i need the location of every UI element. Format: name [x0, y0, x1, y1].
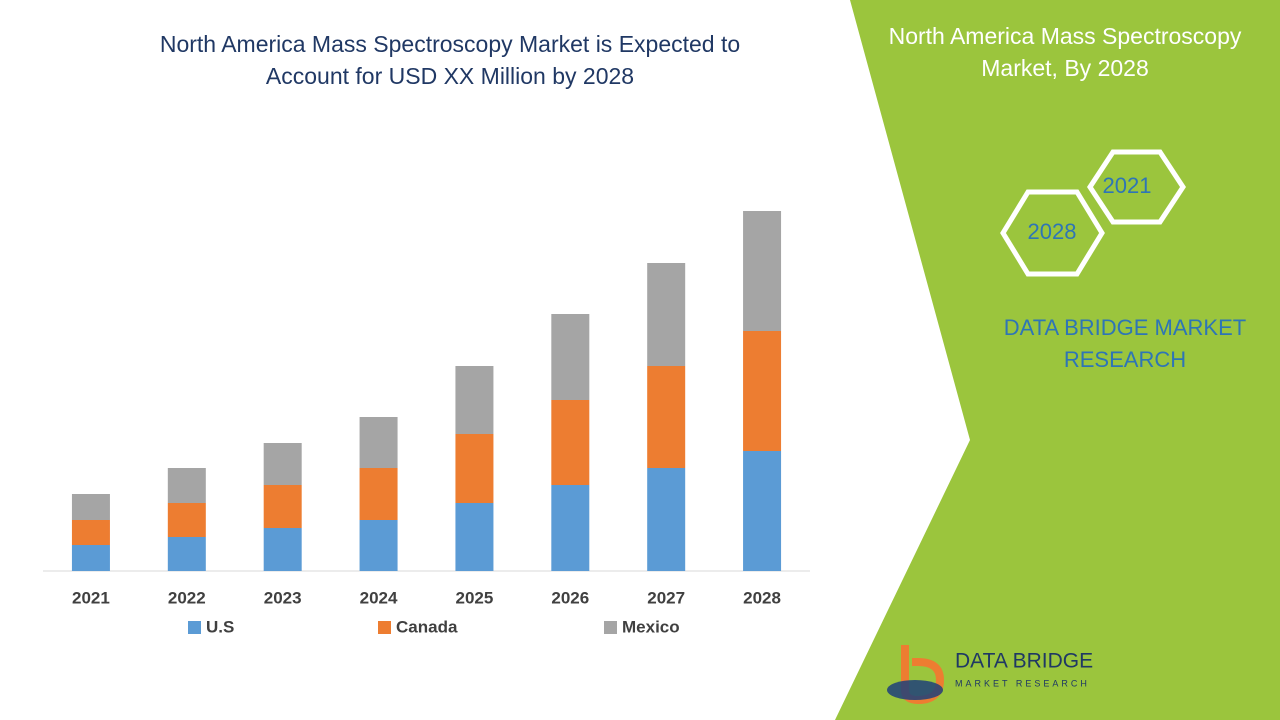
- legend-swatch: [188, 621, 201, 634]
- x-tick-label: 2025: [456, 588, 494, 607]
- logo-swoosh: [887, 680, 943, 700]
- hexagon: [1087, 149, 1186, 225]
- bar-segment: [71, 494, 110, 520]
- bar-segment: [263, 485, 302, 528]
- x-tick-label: 2024: [360, 588, 398, 607]
- x-tick-label: 2027: [647, 588, 685, 607]
- x-tick-label: 2023: [264, 588, 302, 607]
- bar-segment: [743, 211, 782, 331]
- bar-segment: [167, 537, 206, 571]
- bar-segment: [551, 400, 590, 485]
- bar-segment: [71, 545, 110, 571]
- logo-tagline: MARKET RESEARCH: [955, 678, 1090, 688]
- x-tick-label: 2022: [168, 588, 206, 607]
- logo: [887, 645, 945, 705]
- bar-segment: [455, 503, 494, 571]
- bar-segment: [359, 468, 398, 520]
- legend-label: U.S: [206, 617, 234, 636]
- logo-name: DATA BRIDGE: [955, 650, 1093, 673]
- legend-swatch: [378, 621, 391, 634]
- chart-title: North America Mass Spectroscopy Market i…: [159, 31, 741, 89]
- x-tick-label: 2021: [72, 588, 110, 607]
- bar-segment: [359, 520, 398, 571]
- brand-text: DATA BRIDGE MARKET RESEARCH: [1003, 315, 1247, 372]
- x-tick-label: 2028: [743, 588, 781, 607]
- bar-segment: [167, 468, 206, 503]
- side-background: [835, 0, 1280, 720]
- legend-label: Canada: [396, 617, 458, 636]
- bar-segment: [647, 468, 686, 571]
- bar-segment: [551, 485, 590, 571]
- hex-label: 2028: [1028, 219, 1077, 244]
- bar-segment: [743, 451, 782, 571]
- bar-segment: [551, 314, 590, 400]
- hexagon: [1000, 189, 1105, 277]
- bar-segment: [647, 366, 686, 468]
- side-title: North America Mass Spectroscopy Market, …: [888, 23, 1242, 81]
- bar-segment: [455, 434, 494, 503]
- x-tick-label: 2026: [551, 588, 589, 607]
- bar-segment: [359, 417, 398, 468]
- bar-segment: [743, 331, 782, 451]
- legend-label: Mexico: [622, 617, 680, 636]
- bar-segment: [167, 503, 206, 537]
- hex-label: 2021: [1103, 173, 1152, 198]
- bar-segment: [263, 443, 302, 485]
- bar-segment: [71, 520, 110, 545]
- bar-segment: [263, 528, 302, 571]
- bar-segment: [647, 263, 686, 366]
- legend-swatch: [604, 621, 617, 634]
- bar-segment: [455, 366, 494, 434]
